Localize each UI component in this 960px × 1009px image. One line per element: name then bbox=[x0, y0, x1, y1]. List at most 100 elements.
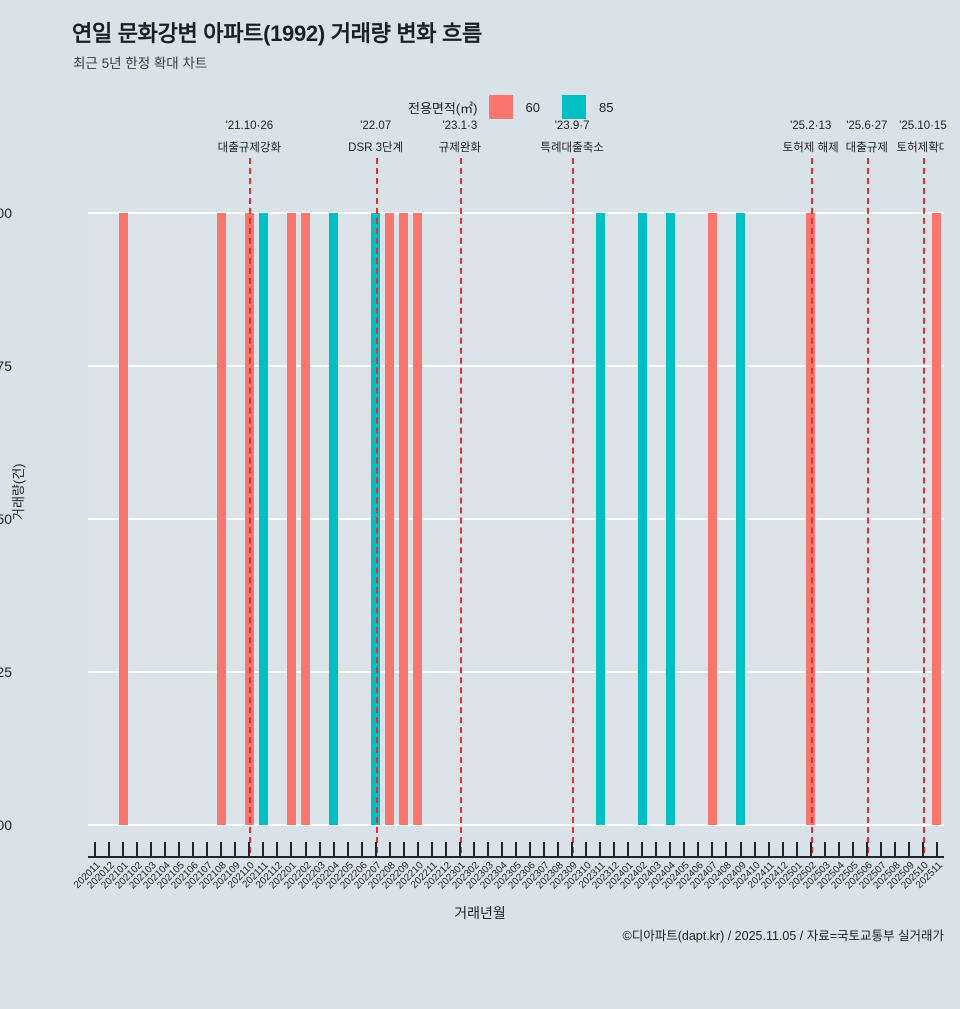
bar-202311-85[interactable] bbox=[595, 213, 605, 825]
x-tick bbox=[136, 842, 139, 856]
x-tick bbox=[458, 842, 461, 856]
event-date-202207: '22.07 bbox=[360, 120, 392, 132]
y-tick-label: 0.75 bbox=[0, 358, 12, 374]
bar-202210-60[interactable] bbox=[413, 213, 423, 825]
x-tick bbox=[388, 842, 391, 856]
legend-label-85: 85 bbox=[598, 99, 614, 115]
x-tick bbox=[150, 842, 153, 856]
bar-202511-60[interactable] bbox=[932, 213, 942, 825]
x-tick bbox=[795, 842, 798, 856]
event-date-202502: '25.2·13 bbox=[790, 120, 832, 132]
x-tick bbox=[669, 842, 672, 856]
x-tick bbox=[206, 842, 209, 856]
x-tick bbox=[430, 842, 433, 856]
x-tick bbox=[486, 842, 489, 856]
x-tick bbox=[739, 842, 742, 856]
event-date-202506: '25.6·27 bbox=[846, 120, 888, 132]
event-name-202301: 규제완화 bbox=[438, 142, 482, 154]
bar-202407-60[interactable] bbox=[707, 213, 717, 825]
x-tick bbox=[304, 842, 307, 856]
event-name-202309: 특례대출축소 bbox=[540, 142, 604, 154]
legend-label-60: 60 bbox=[525, 99, 540, 115]
x-tick bbox=[416, 842, 419, 856]
chart-root: 연일 문화강변 아파트(1992) 거래량 변화 흐름 최근 5년 한정 확대 … bbox=[0, 21, 950, 943]
event-line-202506 bbox=[866, 158, 869, 853]
chart-legend: 전용면적(㎡) 60 85 bbox=[408, 95, 635, 119]
x-tick bbox=[893, 842, 896, 856]
event-date-202301: '23.1·3 bbox=[442, 120, 478, 132]
x-tick bbox=[921, 842, 924, 856]
bar-202404-85[interactable] bbox=[665, 213, 675, 825]
x-tick bbox=[641, 842, 644, 856]
x-axis-label: 거래년월 bbox=[454, 905, 506, 921]
gridline bbox=[88, 364, 944, 368]
event-line-202309 bbox=[572, 158, 575, 853]
plot-area: '21.10·26 대출규제강화 '22.07 DSR 3단계 '23.1·3 규제완화 '… bbox=[88, 120, 949, 853]
x-tick bbox=[290, 842, 293, 856]
event-line-202502 bbox=[810, 158, 813, 853]
bar-202108-60[interactable] bbox=[216, 213, 226, 825]
x-tick bbox=[697, 842, 700, 856]
event-name-202502: 토허제 해제 bbox=[782, 142, 839, 154]
legend-title: 전용면적(㎡) bbox=[408, 100, 478, 116]
bar-202409-85[interactable] bbox=[736, 213, 746, 825]
x-tick bbox=[627, 842, 630, 856]
x-tick bbox=[837, 842, 840, 856]
page-subtitle: 최근 5년 한정 확대 차트 bbox=[73, 56, 208, 71]
x-tick bbox=[234, 842, 237, 856]
bar-202402-85[interactable] bbox=[637, 213, 647, 825]
event-line-202110 bbox=[249, 158, 252, 853]
bar-202201-60[interactable] bbox=[286, 213, 296, 825]
x-tick bbox=[599, 842, 602, 856]
x-tick bbox=[108, 842, 111, 856]
bar-202101-60[interactable] bbox=[118, 213, 128, 825]
x-tick bbox=[711, 842, 714, 856]
x-tick bbox=[178, 842, 181, 856]
x-tick bbox=[164, 842, 167, 856]
x-tick bbox=[907, 842, 910, 856]
event-line-202301 bbox=[459, 158, 462, 853]
event-name-202207: DSR 3단계 bbox=[348, 142, 404, 154]
event-date-202510: '25.10·15 bbox=[899, 120, 947, 132]
gridline bbox=[88, 517, 944, 521]
x-tick bbox=[865, 842, 868, 856]
x-tick bbox=[444, 842, 447, 856]
x-tick bbox=[879, 842, 882, 856]
x-tick bbox=[122, 842, 125, 856]
x-tick bbox=[248, 842, 251, 856]
bar-202209-60[interactable] bbox=[399, 213, 409, 825]
event-name-202110: 대출규제강화 bbox=[217, 142, 282, 154]
x-tick bbox=[585, 842, 588, 856]
x-tick bbox=[851, 842, 854, 856]
x-tick bbox=[360, 842, 363, 856]
page-title: 연일 문화강변 아파트(1992) 거래량 변화 흐름 bbox=[72, 21, 482, 46]
x-tick bbox=[823, 842, 826, 856]
x-tick bbox=[543, 842, 546, 856]
x-tick bbox=[276, 842, 279, 856]
x-tick bbox=[683, 842, 686, 856]
x-tick bbox=[220, 842, 223, 856]
x-tick bbox=[318, 842, 321, 856]
gridline bbox=[88, 670, 944, 674]
x-axis-line bbox=[88, 856, 944, 858]
legend-swatch-60[interactable] bbox=[488, 95, 513, 119]
gridline bbox=[88, 823, 944, 827]
x-tick bbox=[192, 842, 195, 856]
x-tick bbox=[767, 842, 770, 856]
x-tick bbox=[332, 842, 335, 856]
bar-202202-60[interactable] bbox=[301, 213, 310, 825]
x-tick bbox=[655, 842, 658, 856]
x-tick bbox=[94, 842, 97, 856]
event-date-202110: '21.10·26 bbox=[225, 120, 274, 132]
x-tick bbox=[515, 842, 517, 856]
legend-swatch-85[interactable] bbox=[561, 95, 586, 119]
y-tick-label: 1.00 bbox=[0, 205, 12, 221]
bar-202111-85[interactable] bbox=[258, 213, 268, 825]
x-tick bbox=[402, 842, 405, 856]
x-tick bbox=[725, 842, 728, 856]
x-tick bbox=[529, 842, 532, 856]
y-tick-label: 0.50 bbox=[0, 511, 12, 527]
bar-202204-85[interactable] bbox=[329, 213, 339, 825]
bar-202208-60[interactable] bbox=[385, 213, 395, 825]
x-tick bbox=[374, 842, 377, 856]
